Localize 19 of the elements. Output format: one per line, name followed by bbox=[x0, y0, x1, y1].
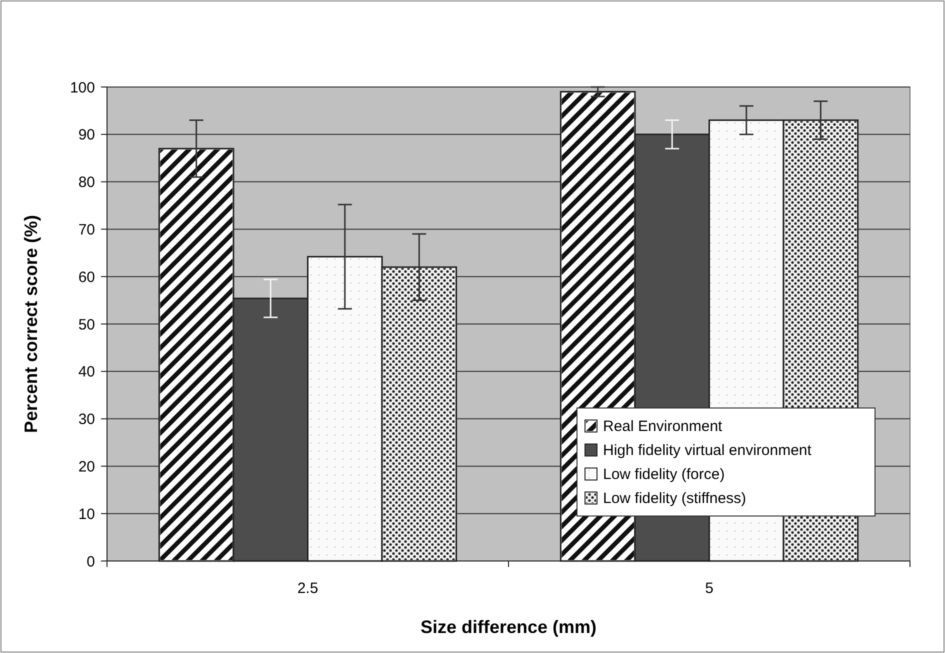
y-tick-label: 20 bbox=[78, 458, 95, 476]
x-axis-title: Size difference (mm) bbox=[420, 617, 597, 637]
y-tick-label: 30 bbox=[78, 411, 95, 428]
y-tick-label: 0 bbox=[86, 553, 95, 570]
y-tick-label: 60 bbox=[78, 268, 95, 286]
y-tick-label: 100 bbox=[70, 79, 95, 96]
legend-label: Low fidelity (stiffness) bbox=[603, 490, 746, 507]
legend-label: High fidelity virtual environment bbox=[603, 442, 812, 459]
y-axis-title: Percent correct score (%) bbox=[21, 214, 41, 434]
y-tick-label: 70 bbox=[78, 221, 95, 238]
y-tick-label: 80 bbox=[78, 174, 95, 192]
x-tick-label: 2.5 bbox=[297, 580, 318, 597]
y-tick-label: 90 bbox=[78, 126, 95, 144]
y-tick-label: 40 bbox=[78, 364, 95, 381]
legend-label: Low fidelity (force) bbox=[603, 466, 725, 483]
legend-label: Real Environment bbox=[603, 418, 724, 435]
y-tick-label: 50 bbox=[78, 316, 95, 334]
x-tick-label: 5 bbox=[705, 580, 714, 597]
y-tick-label: 10 bbox=[78, 506, 95, 523]
